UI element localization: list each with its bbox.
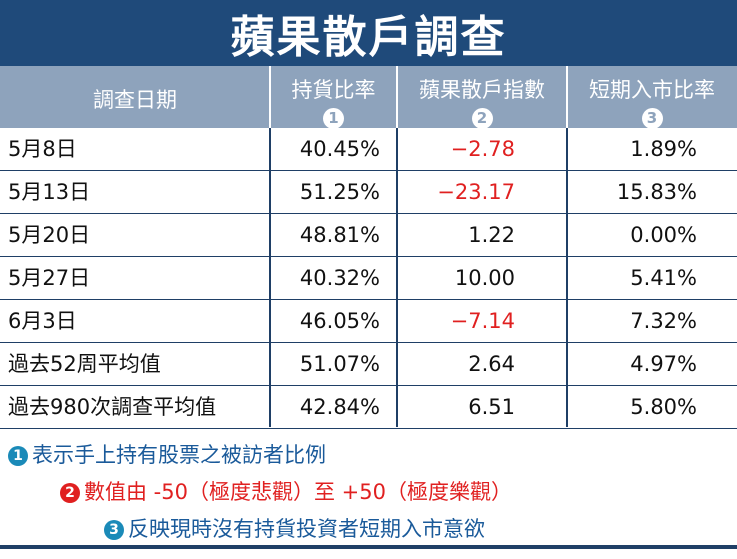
hold-cell: 51.07% [299,352,380,376]
header-hold-label: 持貨比率 [291,78,376,102]
table-row: 過去980次調查平均值 42.84% 6.51 5.80% [0,386,737,429]
index-cell: −2.78 [450,137,515,161]
column-divider [396,128,398,427]
note-number-badge: 1 [8,446,28,466]
header-short-label: 短期入市比率 [589,78,715,102]
footnote-text: 反映現時沒有持貨投資者短期入市意欲 [128,517,485,541]
note-2-marker: 2 [471,108,493,129]
date-cell: 過去52周平均值 [8,352,161,376]
table-row: 5月8日 40.45% −2.78 1.89% [0,128,737,171]
footnote-3: 3 反映現時沒有持貨投資者短期入市意欲 [104,513,485,543]
hold-cell: 40.45% [299,137,380,161]
header-date: 調查日期 [0,66,270,128]
header-divider [566,66,568,128]
hold-cell: 48.81% [299,223,380,247]
footnote-text: 數值由 -50（極度悲觀）至 +50（極度樂觀） [84,480,512,504]
note-3-marker: 3 [641,108,663,129]
date-cell: 5月27日 [8,266,91,290]
column-divider [566,128,568,427]
short-cell: 15.83% [616,180,697,204]
footnotes: 1 表示手上持有股票之被訪者比例 2 數值由 -50（極度悲觀）至 +50（極度樂觀… [0,427,737,549]
hold-cell: 40.32% [299,266,380,290]
short-cell: 0.00% [630,223,697,247]
date-cell: 5月13日 [8,180,91,204]
footnote-2: 2 數值由 -50（極度悲觀）至 +50（極度樂觀） [60,476,512,506]
index-cell: 6.51 [468,395,515,419]
table-row: 5月27日 40.32% 10.00 5.41% [0,257,737,300]
table-row: 6月3日 46.05% −7.14 7.32% [0,300,737,343]
footnote-text: 表示手上持有股票之被訪者比例 [32,443,326,467]
table-row: 5月20日 48.81% 1.22 0.00% [0,214,737,257]
hold-cell: 42.84% [299,395,380,419]
date-cell: 5月8日 [8,137,77,161]
note-1-marker: 1 [323,108,344,129]
header-retail-index: 蘋果散戶指數 2 [397,66,567,129]
index-cell: 2.64 [468,352,515,376]
index-cell: 10.00 [454,266,515,290]
footnote-1: 1 表示手上持有股票之被訪者比例 [8,439,326,469]
index-cell: −23.17 [437,180,515,204]
table-row: 過去52周平均值 51.07% 2.64 4.97% [0,343,737,386]
column-divider [269,128,271,427]
table-header: 調查日期 持貨比率 1 蘋果散戶指數 2 短期入市比率 3 [0,66,737,129]
header-divider [396,66,398,128]
index-cell: −7.14 [450,309,515,333]
header-index-label: 蘋果散戶指數 [419,78,545,102]
short-cell: 4.97% [630,352,697,376]
title-bar: 蘋果散戶調查 [0,0,737,66]
index-cell: 1.22 [468,223,515,247]
note-number-badge: 3 [104,520,124,540]
header-short-entry: 短期入市比率 3 [567,66,737,129]
date-cell: 5月20日 [8,223,91,247]
date-cell: 6月3日 [8,309,77,333]
header-divider [269,66,271,128]
page-title: 蘋果散戶調查 [230,12,507,63]
short-cell: 5.41% [630,266,697,290]
hold-cell: 46.05% [299,309,380,333]
date-cell: 過去980次調查平均值 [8,395,217,419]
header-date-label: 調查日期 [93,88,177,112]
short-cell: 7.32% [630,309,697,333]
table-row: 5月13日 51.25% −23.17 15.83% [0,171,737,214]
header-hold-ratio: 持貨比率 1 [270,66,397,129]
short-cell: 5.80% [630,395,697,419]
note-number-badge: 2 [60,483,80,503]
hold-cell: 51.25% [299,180,380,204]
short-cell: 1.89% [630,137,697,161]
